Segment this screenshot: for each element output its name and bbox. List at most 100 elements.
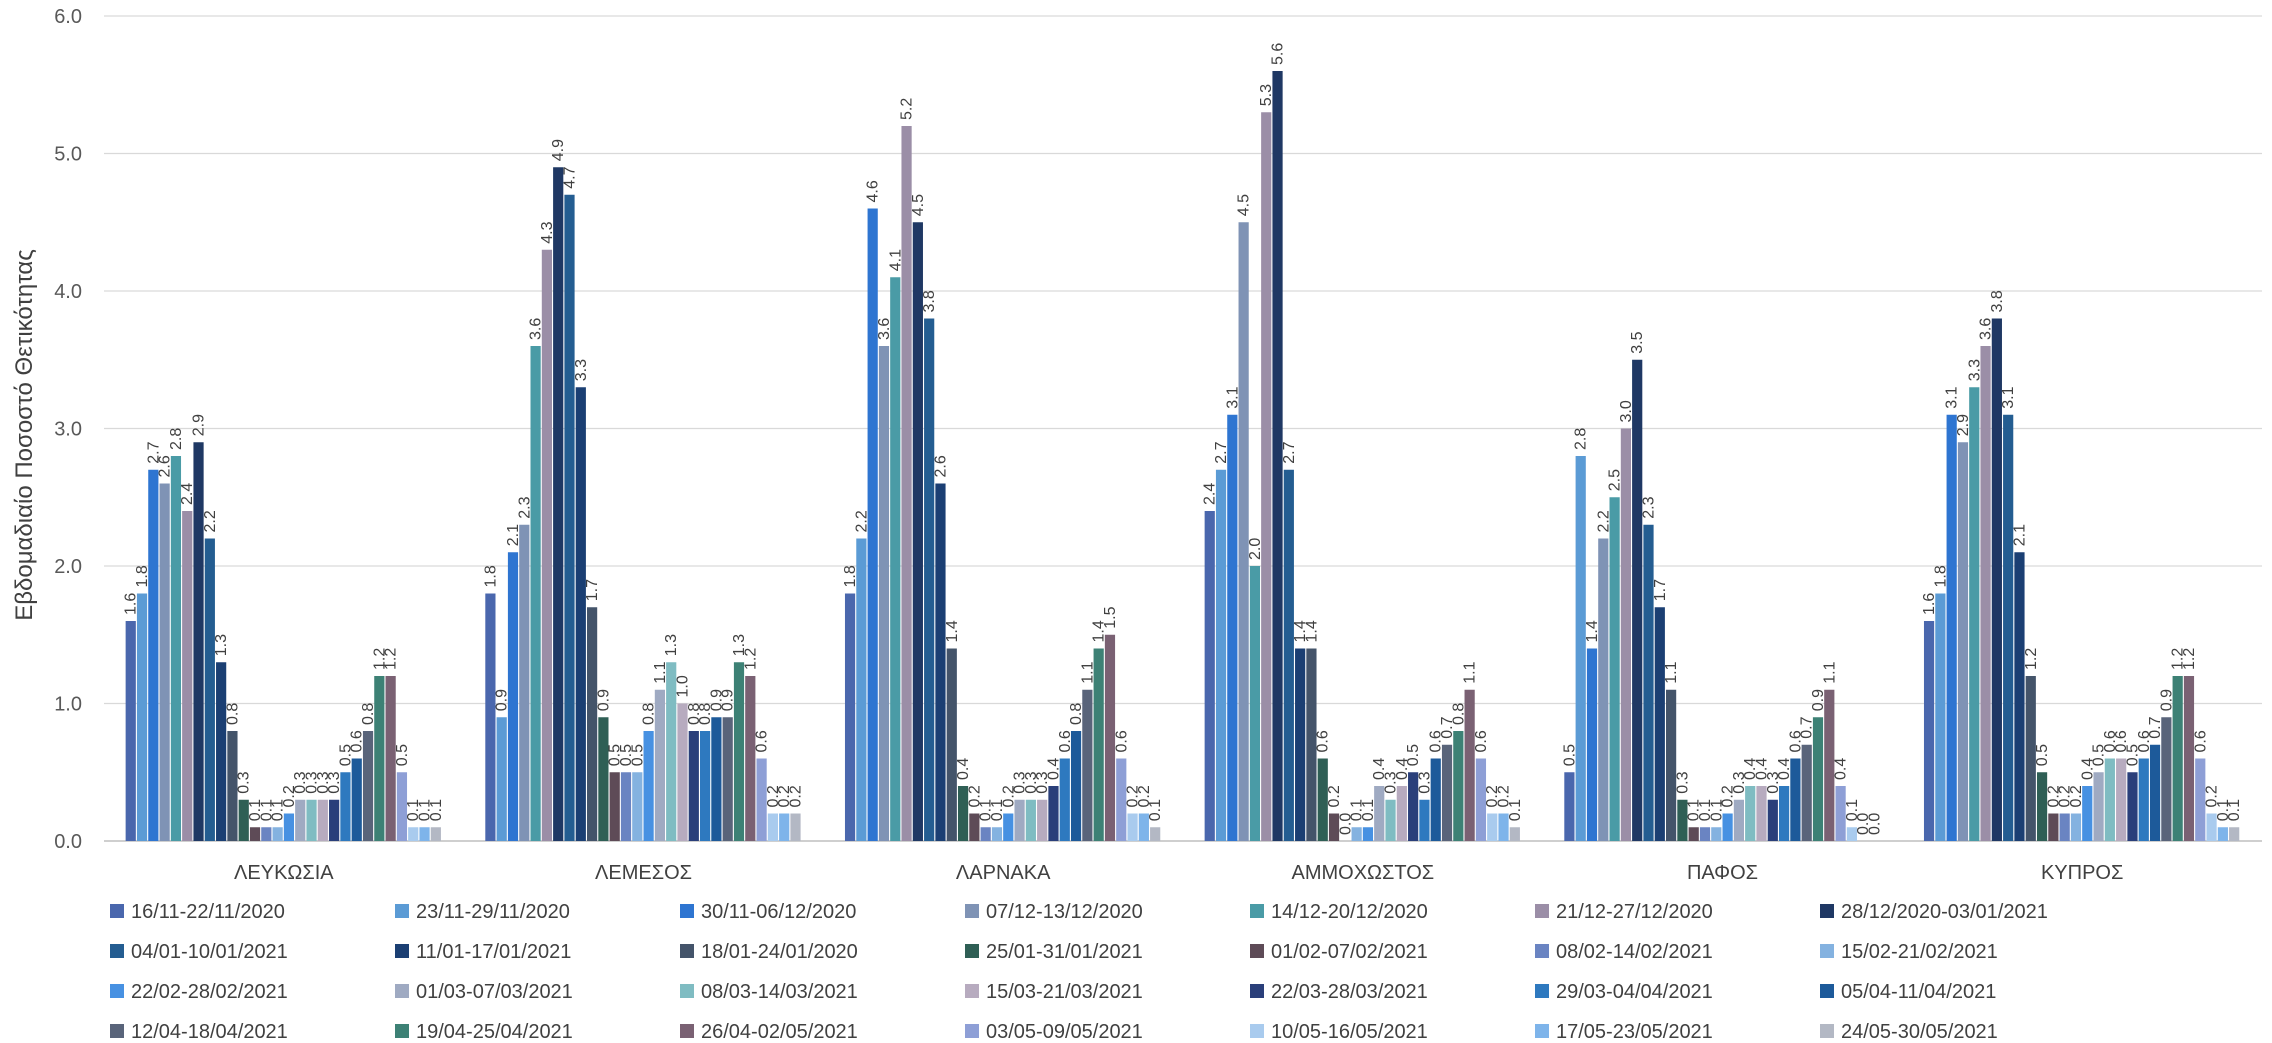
legend: 16/11-22/11/2020 23/11-29/11/2020 30/11-06… bbox=[110, 901, 2048, 1043]
bar bbox=[1215, 469, 1227, 841]
bar bbox=[1306, 648, 1317, 841]
bar bbox=[329, 799, 340, 841]
data-label: 2.4 bbox=[1202, 483, 1219, 505]
data-label: 2.4 bbox=[179, 483, 196, 505]
data-label: 0.2 bbox=[1000, 785, 1017, 807]
legend-swatch bbox=[1820, 1024, 1834, 1038]
data-label: 3.1 bbox=[1224, 386, 1241, 408]
data-label: 0.6 bbox=[2192, 730, 2209, 752]
bar bbox=[430, 827, 441, 841]
data-label: 2.1 bbox=[2011, 524, 2028, 546]
data-label: 0.5 bbox=[2091, 744, 2108, 766]
data-label: 0.2 bbox=[1326, 785, 1343, 807]
bar bbox=[2059, 813, 2070, 841]
data-label: 0.6 bbox=[1113, 730, 1130, 752]
bar bbox=[924, 318, 935, 841]
legend-entry: 22/02-28/02/2021 bbox=[131, 981, 288, 1003]
data-label: 0.5 bbox=[618, 744, 635, 766]
data-label: 0.1 bbox=[978, 799, 995, 821]
bar bbox=[1116, 758, 1127, 841]
data-label: 0.2 bbox=[776, 785, 793, 807]
bar bbox=[2104, 758, 2115, 841]
bar bbox=[1453, 731, 1464, 841]
bar bbox=[711, 717, 722, 841]
data-label: 1.7 bbox=[584, 579, 601, 601]
bar bbox=[1846, 827, 1857, 841]
bar bbox=[1711, 827, 1722, 841]
bar bbox=[1969, 387, 1980, 841]
category-label: ΛΕΥΚΩΣΙΑ bbox=[234, 862, 334, 884]
bar bbox=[136, 593, 148, 841]
bar bbox=[1835, 786, 1846, 841]
bar bbox=[1923, 621, 1935, 841]
data-label: 1.6 bbox=[123, 593, 140, 615]
bar bbox=[1801, 744, 1812, 841]
bar bbox=[2138, 758, 2149, 841]
legend-entry: 23/11-29/11/2020 bbox=[416, 901, 570, 923]
data-label: 0.2 bbox=[1720, 785, 1737, 807]
bar bbox=[2048, 813, 2059, 841]
data-label: 2.1 bbox=[505, 524, 522, 546]
y-axis-label: Εβδομαδιαίο Ποσοστό Θετικότητας bbox=[11, 249, 38, 621]
data-label: 0.7 bbox=[1439, 716, 1456, 738]
legend-swatch bbox=[1535, 1024, 1549, 1038]
data-label: 0.6 bbox=[1787, 730, 1804, 752]
bar bbox=[1677, 799, 1688, 841]
bar bbox=[1374, 786, 1385, 841]
data-label: 0.1 bbox=[247, 799, 264, 821]
data-label: 0.4 bbox=[1371, 758, 1388, 780]
legend-swatch bbox=[110, 1024, 124, 1038]
bar bbox=[485, 593, 496, 841]
bar bbox=[878, 346, 890, 841]
bar bbox=[1227, 414, 1238, 841]
legend-entry: 29/03-04/04/2021 bbox=[1556, 981, 1713, 1003]
bar bbox=[1127, 813, 1138, 841]
data-label: 0.5 bbox=[607, 744, 624, 766]
data-label: 0.1 bbox=[1686, 799, 1703, 821]
bar bbox=[374, 676, 385, 841]
bar bbox=[1620, 428, 1631, 841]
data-label: 2.0 bbox=[1247, 538, 1264, 560]
bar bbox=[700, 731, 711, 841]
bar bbox=[553, 167, 564, 841]
data-label: 0.1 bbox=[428, 799, 445, 821]
data-label: 3.3 bbox=[1966, 359, 1983, 381]
data-label: 0.5 bbox=[1561, 744, 1578, 766]
bar bbox=[2014, 552, 2025, 841]
bar bbox=[1598, 538, 1609, 841]
gridlines bbox=[104, 15, 2262, 842]
bar bbox=[1487, 813, 1498, 841]
data-label: 0.3 bbox=[1023, 771, 1040, 793]
data-label: 0.1 bbox=[1360, 799, 1377, 821]
data-label: 0.3 bbox=[304, 771, 321, 793]
bar bbox=[946, 648, 957, 841]
legend-entry: 15/02-21/02/2021 bbox=[1841, 941, 1998, 963]
bar bbox=[1408, 772, 1419, 841]
data-label: 4.6 bbox=[865, 180, 882, 202]
data-label: 0.8 bbox=[360, 703, 377, 725]
data-label: 0.3 bbox=[236, 771, 253, 793]
data-label: 0.1 bbox=[989, 799, 1006, 821]
legend-entry: 11/01-17/01/2021 bbox=[416, 941, 571, 963]
data-label: 1.8 bbox=[482, 565, 499, 587]
data-label: 1.4 bbox=[1091, 620, 1108, 642]
y-tick-label: 2.0 bbox=[54, 556, 82, 578]
bar bbox=[2149, 744, 2161, 841]
bar bbox=[530, 346, 541, 841]
data-label: 1.2 bbox=[371, 648, 388, 670]
bar bbox=[1991, 318, 2002, 841]
data-label: 0.6 bbox=[1428, 730, 1445, 752]
data-label: 5.6 bbox=[1270, 43, 1287, 65]
data-label: 0.1 bbox=[417, 799, 434, 821]
bar bbox=[362, 731, 374, 841]
data-label: 1.1 bbox=[1079, 661, 1096, 683]
bar bbox=[1957, 442, 1969, 841]
bar bbox=[1756, 786, 1767, 841]
data-label: 2.3 bbox=[516, 496, 533, 518]
data-label: 0.1 bbox=[1147, 799, 1164, 821]
legend-swatch bbox=[395, 944, 409, 958]
data-label: 0.0 bbox=[1855, 813, 1872, 835]
bar bbox=[1946, 414, 1957, 841]
bar bbox=[688, 731, 699, 841]
data-label: 0.8 bbox=[1068, 703, 1085, 725]
